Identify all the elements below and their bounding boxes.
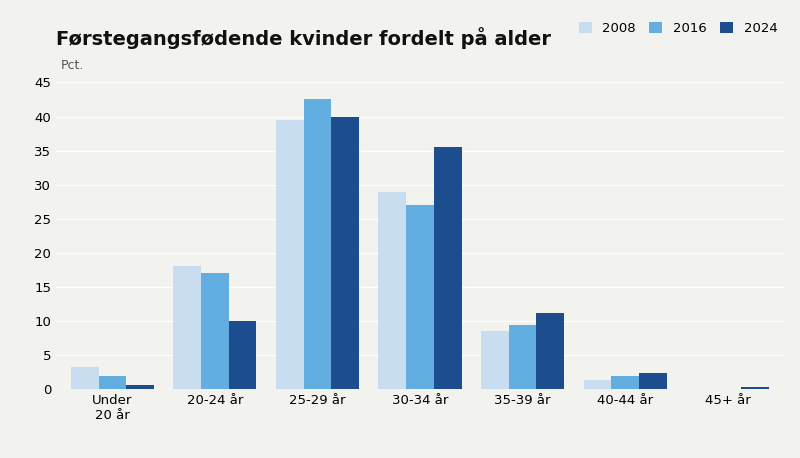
Bar	[536, 313, 564, 389]
Bar	[406, 205, 434, 389]
Bar	[126, 385, 154, 389]
Bar	[304, 99, 331, 389]
Bar	[71, 367, 98, 389]
Legend: 2008, 2016, 2024: 2008, 2016, 2024	[578, 22, 778, 35]
Text: Pct.: Pct.	[61, 59, 85, 72]
Bar	[331, 116, 359, 389]
Bar	[434, 147, 462, 389]
Text: Førstegangsfødende kvinder fordelt på alder: Førstegangsfødende kvinder fordelt på al…	[56, 27, 551, 49]
Bar	[98, 376, 126, 389]
Bar	[481, 331, 509, 389]
Bar	[583, 381, 611, 389]
Bar	[174, 266, 201, 389]
Bar	[639, 373, 666, 389]
Bar	[229, 321, 257, 389]
Bar	[742, 387, 769, 389]
Bar	[201, 273, 229, 389]
Bar	[378, 191, 406, 389]
Bar	[276, 120, 304, 389]
Bar	[509, 325, 536, 389]
Bar	[611, 376, 639, 389]
